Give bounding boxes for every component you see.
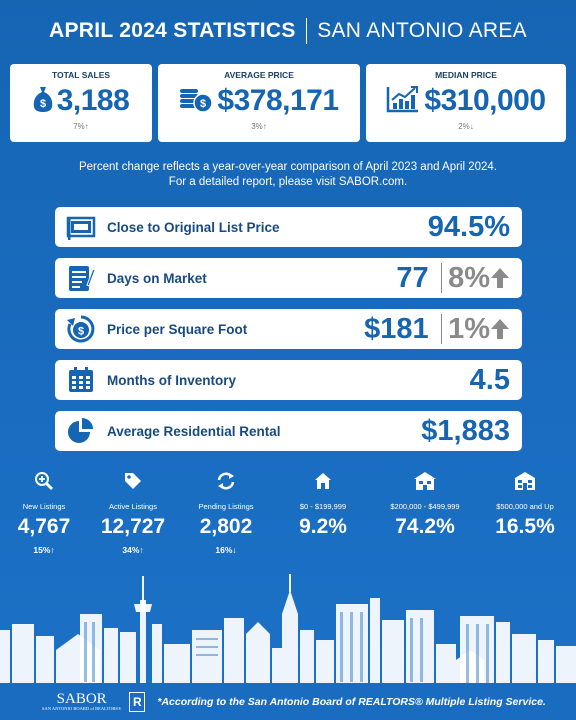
sabor-logo: SABOR SAN ANTONIO BOARD of REALTORS® R: [42, 690, 146, 712]
realtor-mark: R: [133, 694, 142, 709]
footer: SABOR SAN ANTONIO BOARD of REALTORS® R *…: [0, 683, 576, 720]
svg-text:$: $: [200, 98, 206, 110]
bar-value: $181: [364, 312, 429, 345]
value-divider: [440, 314, 443, 344]
stat-change: 16%↓: [215, 545, 237, 555]
stat-label: Pending Listings: [198, 502, 254, 511]
svg-text:$: $: [40, 98, 46, 110]
stat-label: Active Listings: [109, 502, 157, 511]
total-sales-value: 3,188: [56, 84, 130, 117]
average-price-card: AVERAGE PRICE $ $378,171 3%↑: [158, 64, 360, 142]
bar-change: 8%: [448, 262, 522, 295]
area-title: SAN ANTONIO AREA: [317, 19, 527, 42]
bar-change-text: 8%: [448, 261, 490, 294]
svg-text:$: $: [78, 326, 84, 338]
bar-value: 4.5: [469, 363, 510, 396]
arrow-up-icon: [491, 268, 509, 288]
header: APRIL 2024 STATISTICS SAN ANTONIO AREA: [0, 18, 576, 44]
top-cards: TOTAL SALES $ 3,188 7%↑ AVERAGE PRICE: [10, 64, 566, 142]
stat-label: $200,000 - $499,999: [390, 502, 460, 511]
pending-listings-stat: Pending Listings 2,802 16%↓: [181, 470, 271, 555]
average-residential-rental-bar: Average Residential Rental $1,883: [55, 411, 522, 451]
bar-label: Price per Square Foot: [107, 321, 248, 337]
pie-chart-icon: [55, 417, 107, 445]
metric-bars: Close to Original List Price 94.5% Days …: [55, 207, 522, 462]
bar-label: Average Residential Rental: [107, 423, 281, 439]
magnifier-plus-icon: [0, 470, 89, 492]
tag-icon: [88, 470, 178, 492]
price-range-low-stat: $0 - $199,999 9.2%: [278, 470, 368, 539]
months-of-inventory-bar: Months of Inventory 4.5: [55, 360, 522, 400]
stat-value: 12,727: [100, 515, 166, 538]
money-bag-icon: $: [33, 85, 57, 118]
average-price-value: $378,171: [217, 84, 339, 117]
sabor-logo-subtitle: SAN ANTONIO BOARD of REALTORS®: [42, 705, 122, 711]
realtor-logo: R: [129, 691, 146, 712]
bar-change: 1%: [448, 313, 522, 346]
stat-value: 4,767: [17, 515, 71, 538]
value-divider: [440, 263, 443, 293]
stat-change: 15%↑: [33, 545, 55, 555]
note-line-2: For a detailed report, please visit SABO…: [168, 176, 408, 188]
stat-label: $500,000 and Up: [496, 502, 554, 511]
bar-value: $1,883: [421, 414, 510, 447]
bar-value: 77: [396, 261, 429, 294]
calendar-icon: [55, 366, 107, 394]
card-label: AVERAGE PRICE: [224, 70, 294, 80]
bar-label: Days on Market: [107, 270, 207, 286]
close-to-list-price-bar: Close to Original List Price 94.5%: [55, 207, 522, 247]
price-range-high-stat: $500,000 and Up 16.5%: [480, 470, 570, 539]
total-sales-card: TOTAL SALES $ 3,188 7%↑: [10, 64, 152, 142]
card-label: TOTAL SALES: [51, 70, 111, 80]
coin-stack-icon: $: [179, 85, 217, 118]
stat-label: New Listings: [22, 502, 66, 511]
title-divider: [305, 18, 308, 44]
note-line-1: Percent change reflects a year-over-year…: [78, 161, 498, 173]
stat-change: 34%↑: [122, 545, 144, 555]
small-house-icon: [278, 470, 368, 492]
total-sales-change: 7%↑: [73, 122, 89, 131]
refresh-icon: [181, 470, 271, 492]
bar-value: 94.5%: [427, 210, 510, 243]
bar-label: Close to Original List Price: [107, 219, 280, 235]
median-price-card: MEDIAN PRICE $310,000 2%↓: [366, 64, 566, 142]
bar-change-text: 1%: [448, 312, 490, 345]
new-listings-stat: New Listings 4,767 15%↑: [0, 470, 89, 555]
stat-label: $0 - $199,999: [299, 502, 347, 511]
page-title: APRIL 2024 STATISTICS: [48, 19, 296, 42]
stat-value: 16.5%: [495, 515, 555, 538]
active-listings-stat: Active Listings 12,727 34%↑: [88, 470, 178, 555]
large-house-icon: [480, 470, 570, 492]
card-label: MEDIAN PRICE: [435, 70, 497, 80]
median-price-change: 2%↓: [458, 122, 474, 131]
bar-label: Months of Inventory: [107, 372, 236, 388]
medium-house-icon: [380, 470, 470, 492]
dollar-refresh-icon: $: [55, 314, 107, 344]
growth-chart-icon: [386, 85, 424, 118]
price-tag-frame-icon: [55, 214, 107, 240]
stat-value: 2,802: [199, 515, 253, 538]
clipboard-pen-icon: [55, 263, 107, 293]
stat-value: 9.2%: [299, 515, 347, 538]
comparison-note: Percent change reflects a year-over-year…: [0, 160, 576, 190]
stat-value: 74.2%: [395, 515, 455, 538]
city-skyline-illustration: [0, 574, 576, 690]
median-price-value: $310,000: [424, 84, 546, 117]
price-per-square-foot-bar: $ Price per Square Foot $181 1%: [55, 309, 522, 349]
sabor-logo-text: SABOR: [56, 690, 107, 707]
average-price-change: 3%↑: [251, 122, 267, 131]
days-on-market-bar: Days on Market 77 8%: [55, 258, 522, 298]
arrow-up-icon: [491, 319, 509, 339]
price-range-mid-stat: $200,000 - $499,999 74.2%: [380, 470, 470, 539]
footer-note: *According to the San Antonio Board of R…: [157, 695, 546, 708]
